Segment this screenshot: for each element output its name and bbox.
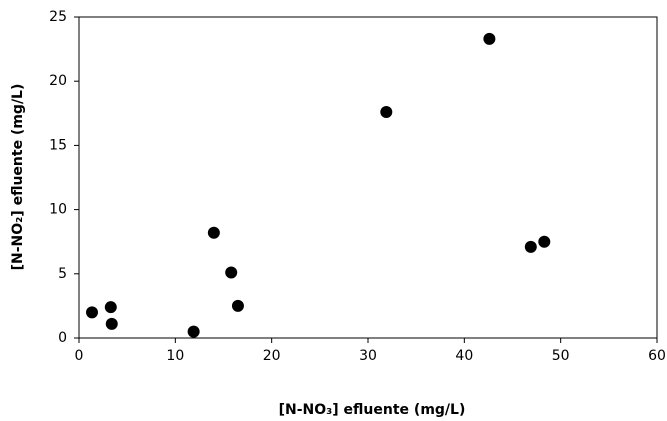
x-tick-label: 30	[359, 348, 377, 364]
point	[538, 235, 551, 248]
point	[187, 325, 200, 338]
x-axis-label: [N-NO₃] efluente (mg/L)	[279, 402, 466, 418]
y-tick-label: 20	[49, 73, 67, 89]
point	[105, 317, 118, 330]
point	[225, 266, 238, 279]
plot-frame	[78, 16, 658, 339]
x-tick-label: 60	[648, 348, 666, 364]
point	[86, 306, 99, 319]
y-tick-label: 10	[49, 202, 67, 218]
x-tick-label: 10	[166, 348, 184, 364]
x-tick-label: 50	[552, 348, 570, 364]
y-tick-label: 15	[49, 137, 67, 153]
x-tick-label: 40	[455, 348, 473, 364]
y-tick-label: 5	[58, 266, 67, 282]
point	[524, 240, 537, 253]
point	[483, 32, 496, 45]
y-axis-label: [N-NO₂] efluente (mg/L)	[10, 84, 26, 271]
point	[207, 226, 220, 239]
y-tick-label: 0	[58, 330, 67, 346]
y-tick-label: 25	[49, 9, 67, 25]
x-tick-label: 0	[75, 348, 84, 364]
point	[104, 301, 117, 314]
point	[231, 299, 244, 312]
point	[380, 106, 393, 119]
x-tick-label: 20	[263, 348, 281, 364]
